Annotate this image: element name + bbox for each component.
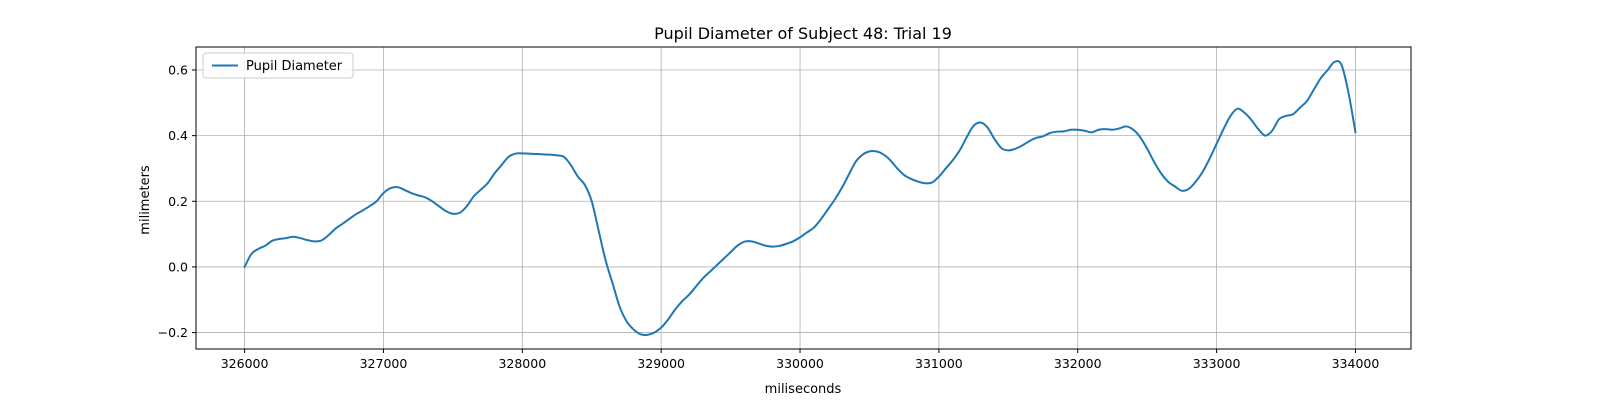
x-tick-label: 326000 [221,356,269,371]
legend-box [202,52,354,79]
x-tick-label: 331000 [915,356,963,371]
x-tick-label: 334000 [1332,356,1380,371]
x-axis-label: miliseconds [765,382,842,397]
y-tick-label: −0.2 [158,325,188,340]
x-tick-label: 328000 [498,356,546,371]
tick-layer: 326000 327000 328000 329000 330000 331000 3320… [158,62,1380,371]
series-line-pupil-diameter [243,60,1357,337]
x-tick-label: 333000 [1193,356,1241,371]
x-tick-label: 327000 [360,356,408,371]
y-tick-label: 0.0 [168,259,188,274]
x-tick-label: 330000 [776,356,824,371]
chart-title: Pupil Diameter of Subject 48: Trial 19 [654,24,952,43]
x-tick-label: 332000 [1054,356,1102,371]
series-layer [243,60,1357,337]
y-axis-label: milimeters [138,165,153,235]
legend: Pupil Diameter [202,52,354,79]
y-tick-label: 0.6 [168,62,188,77]
y-tick-label: 0.4 [168,128,188,143]
legend-label: Pupil Diameter [246,59,343,74]
y-tick-label: 0.2 [168,194,188,209]
grid-lines [196,47,1411,349]
x-tick-label: 329000 [637,356,685,371]
plot-frame [195,46,1412,350]
